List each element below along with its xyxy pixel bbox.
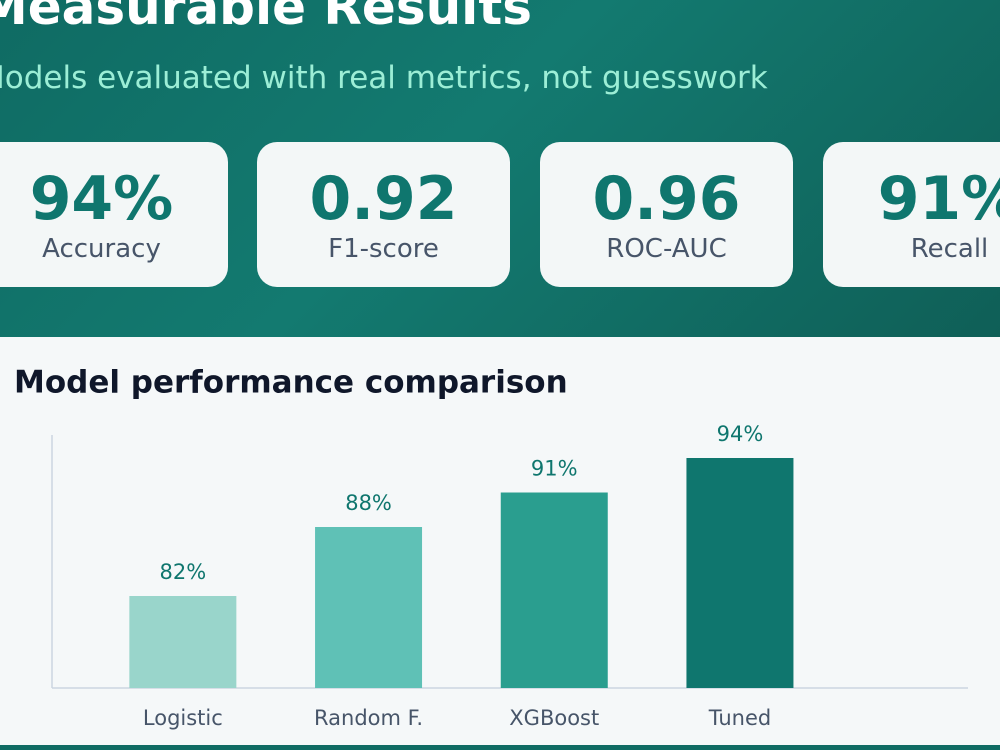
stat-value: 91% [877, 164, 1000, 234]
stat-value: 0.92 [309, 164, 458, 234]
stat-card: 0.96 ROC-AUC [540, 142, 793, 287]
stat-card: 91%Recall [823, 142, 1000, 287]
chart: Model performance comparison Logistic 82%… [14, 365, 968, 730]
bar [500, 492, 608, 688]
stat-label: Recall [910, 234, 989, 264]
stat-label: Accuracy [42, 234, 161, 264]
value-label: 82% [160, 560, 207, 584]
stat-card: 94% Accuracy [0, 142, 228, 287]
bottom-strip [0, 745, 1000, 750]
x-tick-label: Logistic [143, 706, 223, 730]
chart-title: Model performance comparison [14, 365, 568, 401]
value-label: 88% [345, 491, 392, 515]
value-label: 91% [531, 457, 578, 481]
x-tick-label: XGBoost [509, 706, 599, 730]
x-tick-label: Random F. [314, 706, 423, 730]
bar [129, 596, 237, 688]
hero: Measurable Results Models evaluated with… [0, 0, 1000, 337]
x-tick-label: Tuned [708, 706, 772, 730]
stat-card: 0.92 F1-score [257, 142, 510, 287]
stat-label: ROC-AUC [606, 234, 727, 264]
hero-subtitle: Models evaluated with real metrics, not … [0, 60, 768, 96]
bar [315, 527, 423, 688]
stat-value: 0.96 [592, 164, 741, 234]
stat-label: F1-score [328, 234, 439, 264]
hero-title: Measurable Results [0, 0, 532, 36]
value-label: 94% [717, 422, 764, 446]
stat-value: 94% [29, 164, 174, 234]
bar [686, 458, 794, 688]
